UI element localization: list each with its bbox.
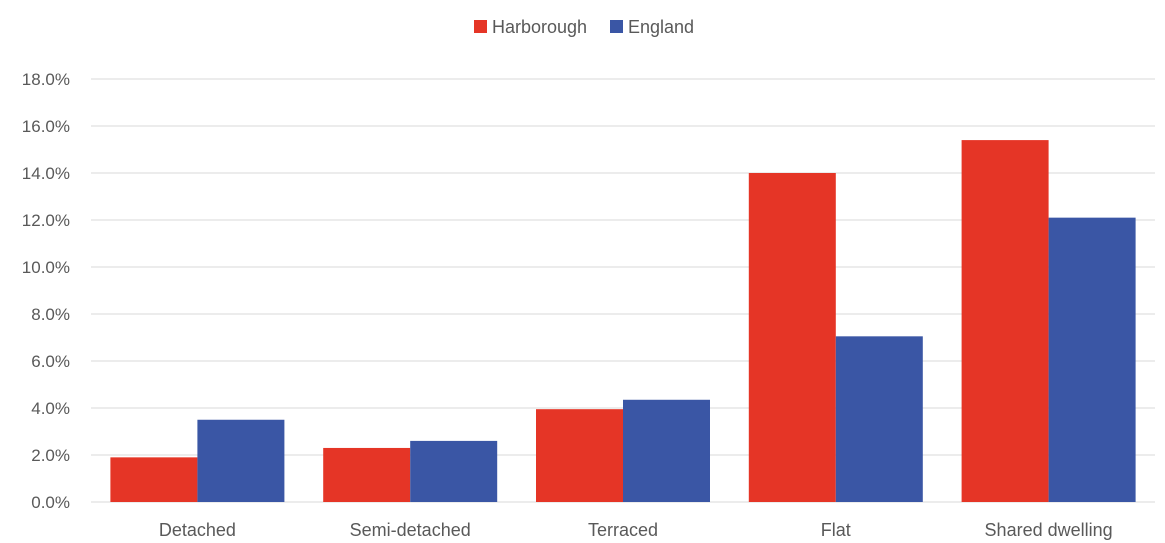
bar-england-flat xyxy=(835,336,923,502)
y-axis-tick-labels: 0.0% 2.0% 4.0% 6.0% 8.0% 10.0% 12.0% 14.0% 16.0%… xyxy=(22,70,70,512)
legend-swatch-harborough xyxy=(474,20,487,33)
y-tick-label: 12.0% xyxy=(22,211,70,230)
bar-harborough-detached xyxy=(110,457,198,502)
x-category-label: Detached xyxy=(159,520,236,540)
y-tick-label: 18.0% xyxy=(22,70,70,89)
bar-harborough-flat xyxy=(748,173,836,502)
y-tick-label: 6.0% xyxy=(31,352,70,371)
x-category-label: Flat xyxy=(821,520,851,540)
bar-harborough-shared-dwelling xyxy=(961,140,1049,502)
bar-england-shared-dwelling xyxy=(1048,217,1136,502)
bar-england-semi-detached xyxy=(410,440,498,502)
bar-harborough-semi-detached xyxy=(323,447,411,502)
y-tick-label: 14.0% xyxy=(22,164,70,183)
x-category-label: Shared dwelling xyxy=(985,520,1113,540)
y-tick-label: 10.0% xyxy=(22,258,70,277)
y-tick-label: 8.0% xyxy=(31,305,70,324)
x-category-label: Terraced xyxy=(588,520,658,540)
x-axis-category-labels: Detached Semi-detached Terraced Flat Shared … xyxy=(159,520,1113,540)
y-tick-label: 0.0% xyxy=(31,493,70,512)
bar-england-terraced xyxy=(623,399,710,502)
bar-england-detached xyxy=(197,419,285,502)
legend-label-harborough: Harborough xyxy=(492,17,587,37)
bar-harborough-terraced xyxy=(536,409,623,502)
y-tick-label: 2.0% xyxy=(31,446,70,465)
x-category-label: Semi-detached xyxy=(350,520,471,540)
y-tick-label: 4.0% xyxy=(31,399,70,418)
y-tick-label: 16.0% xyxy=(22,117,70,136)
legend: Harborough England xyxy=(474,17,694,37)
bars xyxy=(110,140,1136,502)
legend-swatch-england xyxy=(610,20,623,33)
legend-label-england: England xyxy=(628,17,694,37)
